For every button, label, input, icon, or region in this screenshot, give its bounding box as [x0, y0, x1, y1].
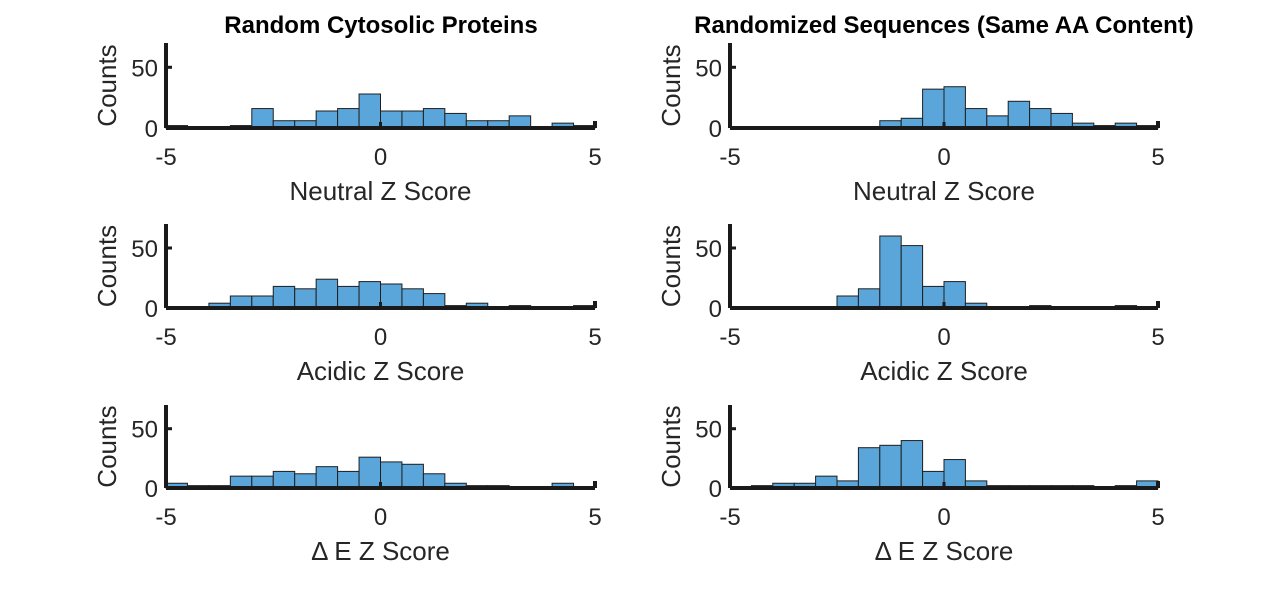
x-axis-label: Neutral Z Score [289, 176, 471, 206]
y-tick-label: 50 [131, 417, 158, 444]
y-tick-label: 50 [131, 236, 158, 263]
y-tick-label: 0 [145, 116, 158, 143]
histogram-bar [922, 285, 945, 309]
histogram-bar [422, 293, 446, 309]
x-tick-label: -5 [719, 504, 740, 531]
histogram-bar [315, 278, 339, 309]
panel-title: Random Cytosolic Proteins [224, 12, 537, 39]
x-axis-label: Acidic Z Score [860, 356, 1028, 386]
histogram-bar [358, 93, 381, 129]
histogram-bar [879, 235, 902, 309]
histogram-bar [422, 473, 446, 489]
y-axis-label: Counts [92, 225, 122, 307]
y-tick-label: 50 [695, 417, 722, 444]
histogram-bar [272, 470, 296, 489]
x-tick-label: -5 [155, 504, 176, 531]
histogram-bar [1050, 112, 1073, 129]
histogram-bar [401, 288, 424, 309]
histogram-bar [943, 281, 966, 309]
y-axis-label: Counts [656, 405, 686, 487]
x-tick-label: -5 [155, 144, 176, 171]
x-tick-label: 5 [588, 324, 601, 351]
histogram-bar [857, 447, 881, 489]
histogram-bar [294, 288, 317, 309]
histogram-bar [315, 466, 339, 489]
histogram-bar [1007, 100, 1031, 129]
y-tick-label: 0 [709, 116, 722, 143]
histogram-bar [315, 110, 339, 129]
x-tick-label: 0 [937, 144, 950, 171]
y-axis-label: Counts [92, 405, 122, 487]
histogram-bar [964, 108, 988, 129]
histogram-bar [337, 285, 360, 309]
x-tick-label: 0 [937, 324, 950, 351]
histogram-bar [422, 108, 446, 129]
y-tick-label: 0 [709, 476, 722, 503]
histogram-bar [922, 88, 945, 129]
histogram-bar [900, 245, 924, 309]
x-axis-label: Acidic Z Score [297, 356, 465, 386]
x-tick-label: -5 [155, 324, 176, 351]
histogram-bar [380, 283, 403, 309]
histogram-bar [857, 288, 881, 309]
y-tick-label: 50 [695, 236, 722, 263]
x-tick-label: 0 [374, 144, 387, 171]
histogram-bar [943, 86, 966, 129]
histogram-bar [272, 285, 296, 309]
y-tick-label: 50 [131, 55, 158, 82]
histogram-bar [943, 459, 966, 489]
histogram-bar [337, 470, 360, 489]
y-axis-label: Counts [92, 44, 122, 126]
histogram-bar [358, 456, 381, 489]
histogram-bar [358, 281, 381, 309]
x-axis-label: Δ E Z Score [311, 536, 450, 566]
histogram-bar [401, 463, 424, 489]
x-axis-label: Neutral Z Score [853, 176, 1035, 206]
x-tick-label: 5 [1151, 144, 1164, 171]
panel-title: Randomized Sequences (Same AA Content) [694, 12, 1194, 39]
x-tick-label: -5 [719, 144, 740, 171]
x-tick-label: -5 [719, 324, 740, 351]
x-axis-label: Δ E Z Score [875, 536, 1014, 566]
y-tick-label: 0 [709, 296, 722, 323]
histogram-bar [294, 473, 317, 489]
x-tick-label: 5 [588, 144, 601, 171]
y-tick-label: 0 [145, 296, 158, 323]
histogram-bar [900, 440, 924, 489]
histogram-bar [380, 461, 403, 489]
y-axis-label: Counts [656, 225, 686, 307]
histogram-bar [401, 110, 424, 129]
x-tick-label: 5 [588, 504, 601, 531]
y-axis-label: Counts [656, 44, 686, 126]
y-tick-label: 0 [145, 476, 158, 503]
histogram-bar [337, 108, 360, 129]
histogram-bar [879, 444, 902, 489]
y-tick-label: 50 [695, 55, 722, 82]
histogram-bar [380, 110, 403, 129]
x-tick-label: 0 [937, 504, 950, 531]
histogram-bar [251, 108, 274, 129]
histogram-bar [1029, 108, 1052, 129]
x-tick-label: 0 [374, 324, 387, 351]
x-tick-label: 0 [374, 504, 387, 531]
x-tick-label: 5 [1151, 324, 1164, 351]
histogram-bar [922, 470, 945, 489]
histogram-bar [444, 112, 467, 129]
x-tick-label: 5 [1151, 504, 1164, 531]
